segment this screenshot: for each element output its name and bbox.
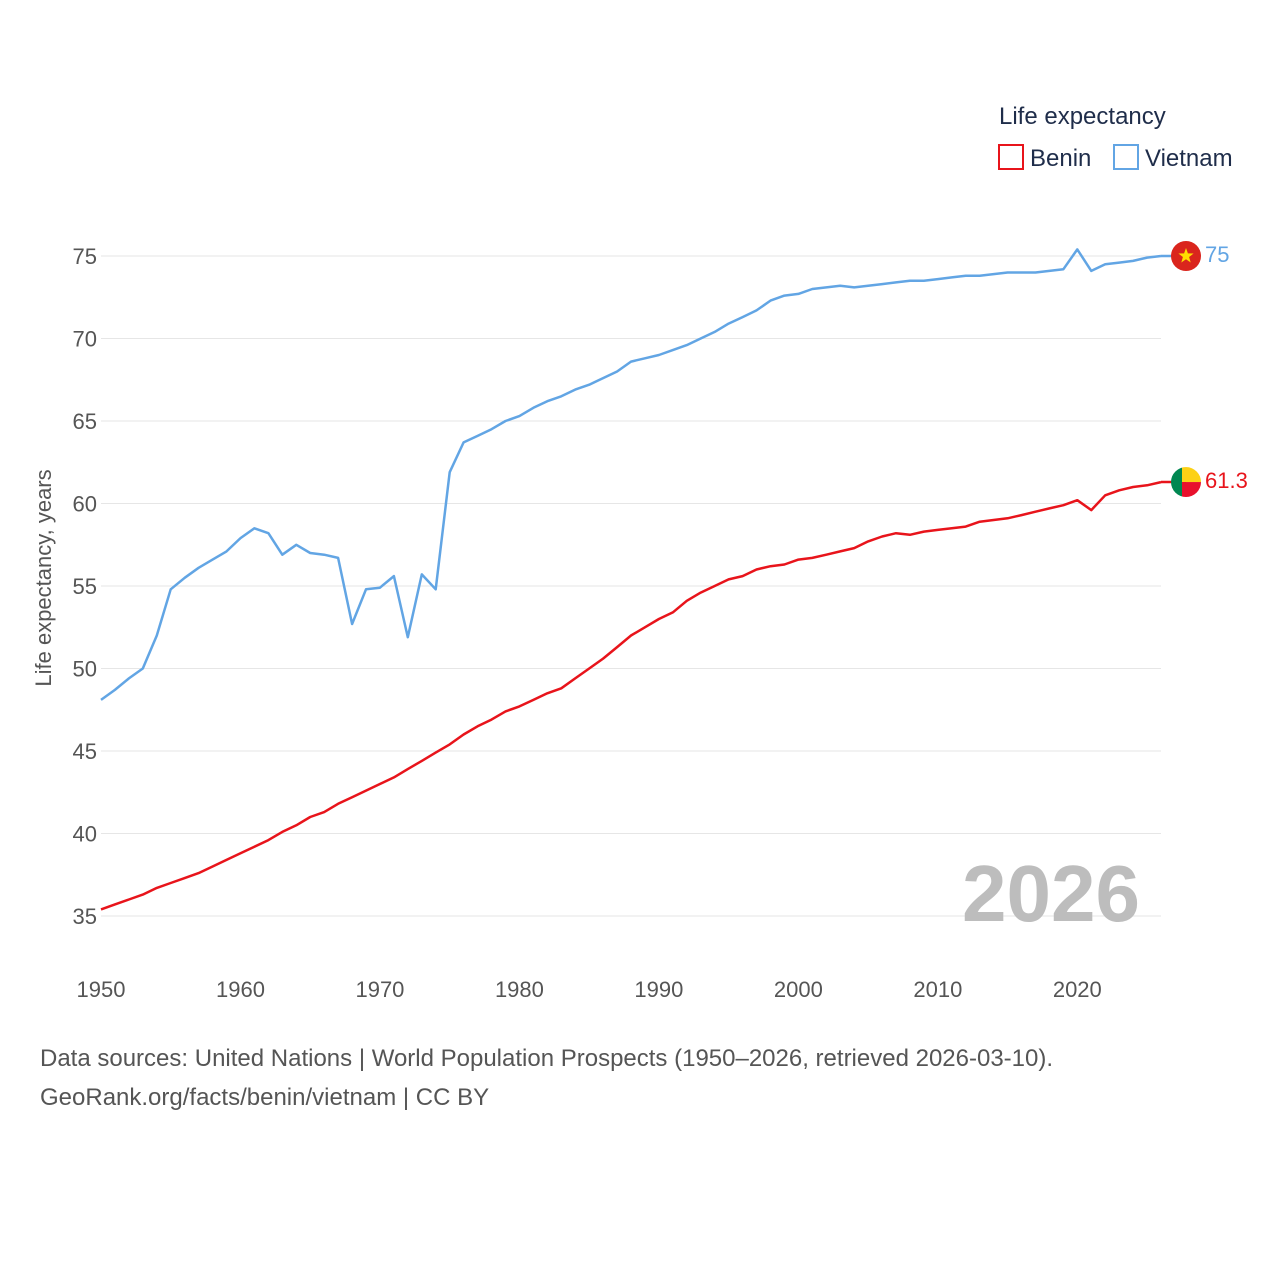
x-axis-ticks: 1950 1960 1970 1980 1990 2000 2010 2020 — [77, 977, 1102, 1002]
y-tick-label: 75 — [73, 244, 97, 269]
vietnam-end-value: 75 — [1205, 242, 1229, 267]
life-expectancy-chart: 35 40 45 50 55 60 65 70 75 1950 1960 1970 1980 1990 2… — [31, 103, 1248, 1002]
x-tick-label: 1980 — [495, 977, 544, 1002]
series-lines — [100, 248, 1186, 911]
x-tick-label: 1970 — [355, 977, 404, 1002]
legend-swatch-benin — [998, 144, 1024, 170]
y-tick-label: 40 — [73, 822, 97, 847]
y-tick-label: 60 — [73, 492, 97, 517]
benin-line — [100, 480, 1162, 911]
y-tick-label: 65 — [73, 409, 97, 434]
y-tick-label: 45 — [73, 739, 97, 764]
benin-flag-icon — [1171, 467, 1201, 498]
x-tick-label: 1960 — [216, 977, 265, 1002]
y-axis-ticks: 35 40 45 50 55 60 65 70 75 — [73, 244, 97, 929]
legend: Life expectancy Benin Vietnam — [998, 103, 1233, 172]
vietnam-flag-icon — [1171, 241, 1201, 271]
legend-title: Life expectancy — [999, 103, 1166, 130]
gridlines — [101, 255, 1161, 917]
legend-label-benin: Benin — [1030, 145, 1091, 172]
y-axis-label: Life expectancy, years — [31, 469, 56, 686]
x-tick-label: 2010 — [913, 977, 962, 1002]
vietnam-line — [100, 248, 1162, 701]
year-watermark: 2026 — [962, 849, 1140, 938]
footer-sources: Data sources: United Nations | World Pop… — [40, 1045, 1054, 1072]
x-tick-label: 2000 — [774, 977, 823, 1002]
y-tick-label: 50 — [73, 657, 97, 682]
legend-label-vietnam: Vietnam — [1145, 145, 1233, 172]
benin-end-value: 61.3 — [1205, 468, 1248, 493]
x-tick-label: 1990 — [634, 977, 683, 1002]
y-tick-label: 55 — [73, 574, 97, 599]
legend-swatch-vietnam — [1113, 144, 1139, 170]
footer-attribution: GeoRank.org/facts/benin/vietnam | CC BY — [40, 1084, 490, 1111]
x-tick-label: 2020 — [1053, 977, 1102, 1002]
y-tick-label: 35 — [73, 904, 97, 929]
y-tick-label: 70 — [73, 327, 97, 352]
x-tick-label: 1950 — [77, 977, 126, 1002]
